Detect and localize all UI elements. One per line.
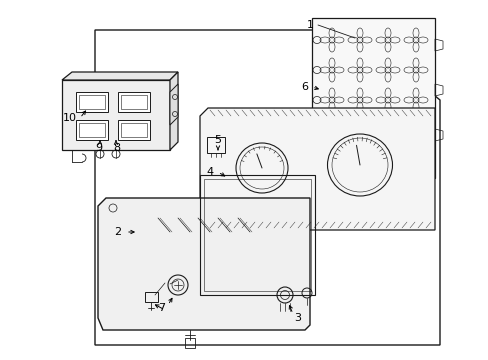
Text: 8: 8 <box>113 143 121 153</box>
Text: 5: 5 <box>214 135 221 145</box>
Text: 6: 6 <box>301 82 308 92</box>
Polygon shape <box>62 80 170 150</box>
Polygon shape <box>76 92 108 112</box>
Polygon shape <box>118 92 150 112</box>
Polygon shape <box>62 72 178 80</box>
Text: 4: 4 <box>206 167 213 177</box>
Text: 2: 2 <box>114 227 122 237</box>
Polygon shape <box>311 18 434 178</box>
Polygon shape <box>118 120 150 140</box>
Text: 3: 3 <box>294 313 301 323</box>
Text: 9: 9 <box>95 143 102 153</box>
Polygon shape <box>170 72 178 150</box>
Text: 7: 7 <box>158 303 165 313</box>
Polygon shape <box>200 108 434 230</box>
Text: 10: 10 <box>63 113 77 123</box>
Text: 1: 1 <box>306 20 313 30</box>
Polygon shape <box>98 198 309 330</box>
Polygon shape <box>170 84 178 125</box>
Polygon shape <box>76 120 108 140</box>
